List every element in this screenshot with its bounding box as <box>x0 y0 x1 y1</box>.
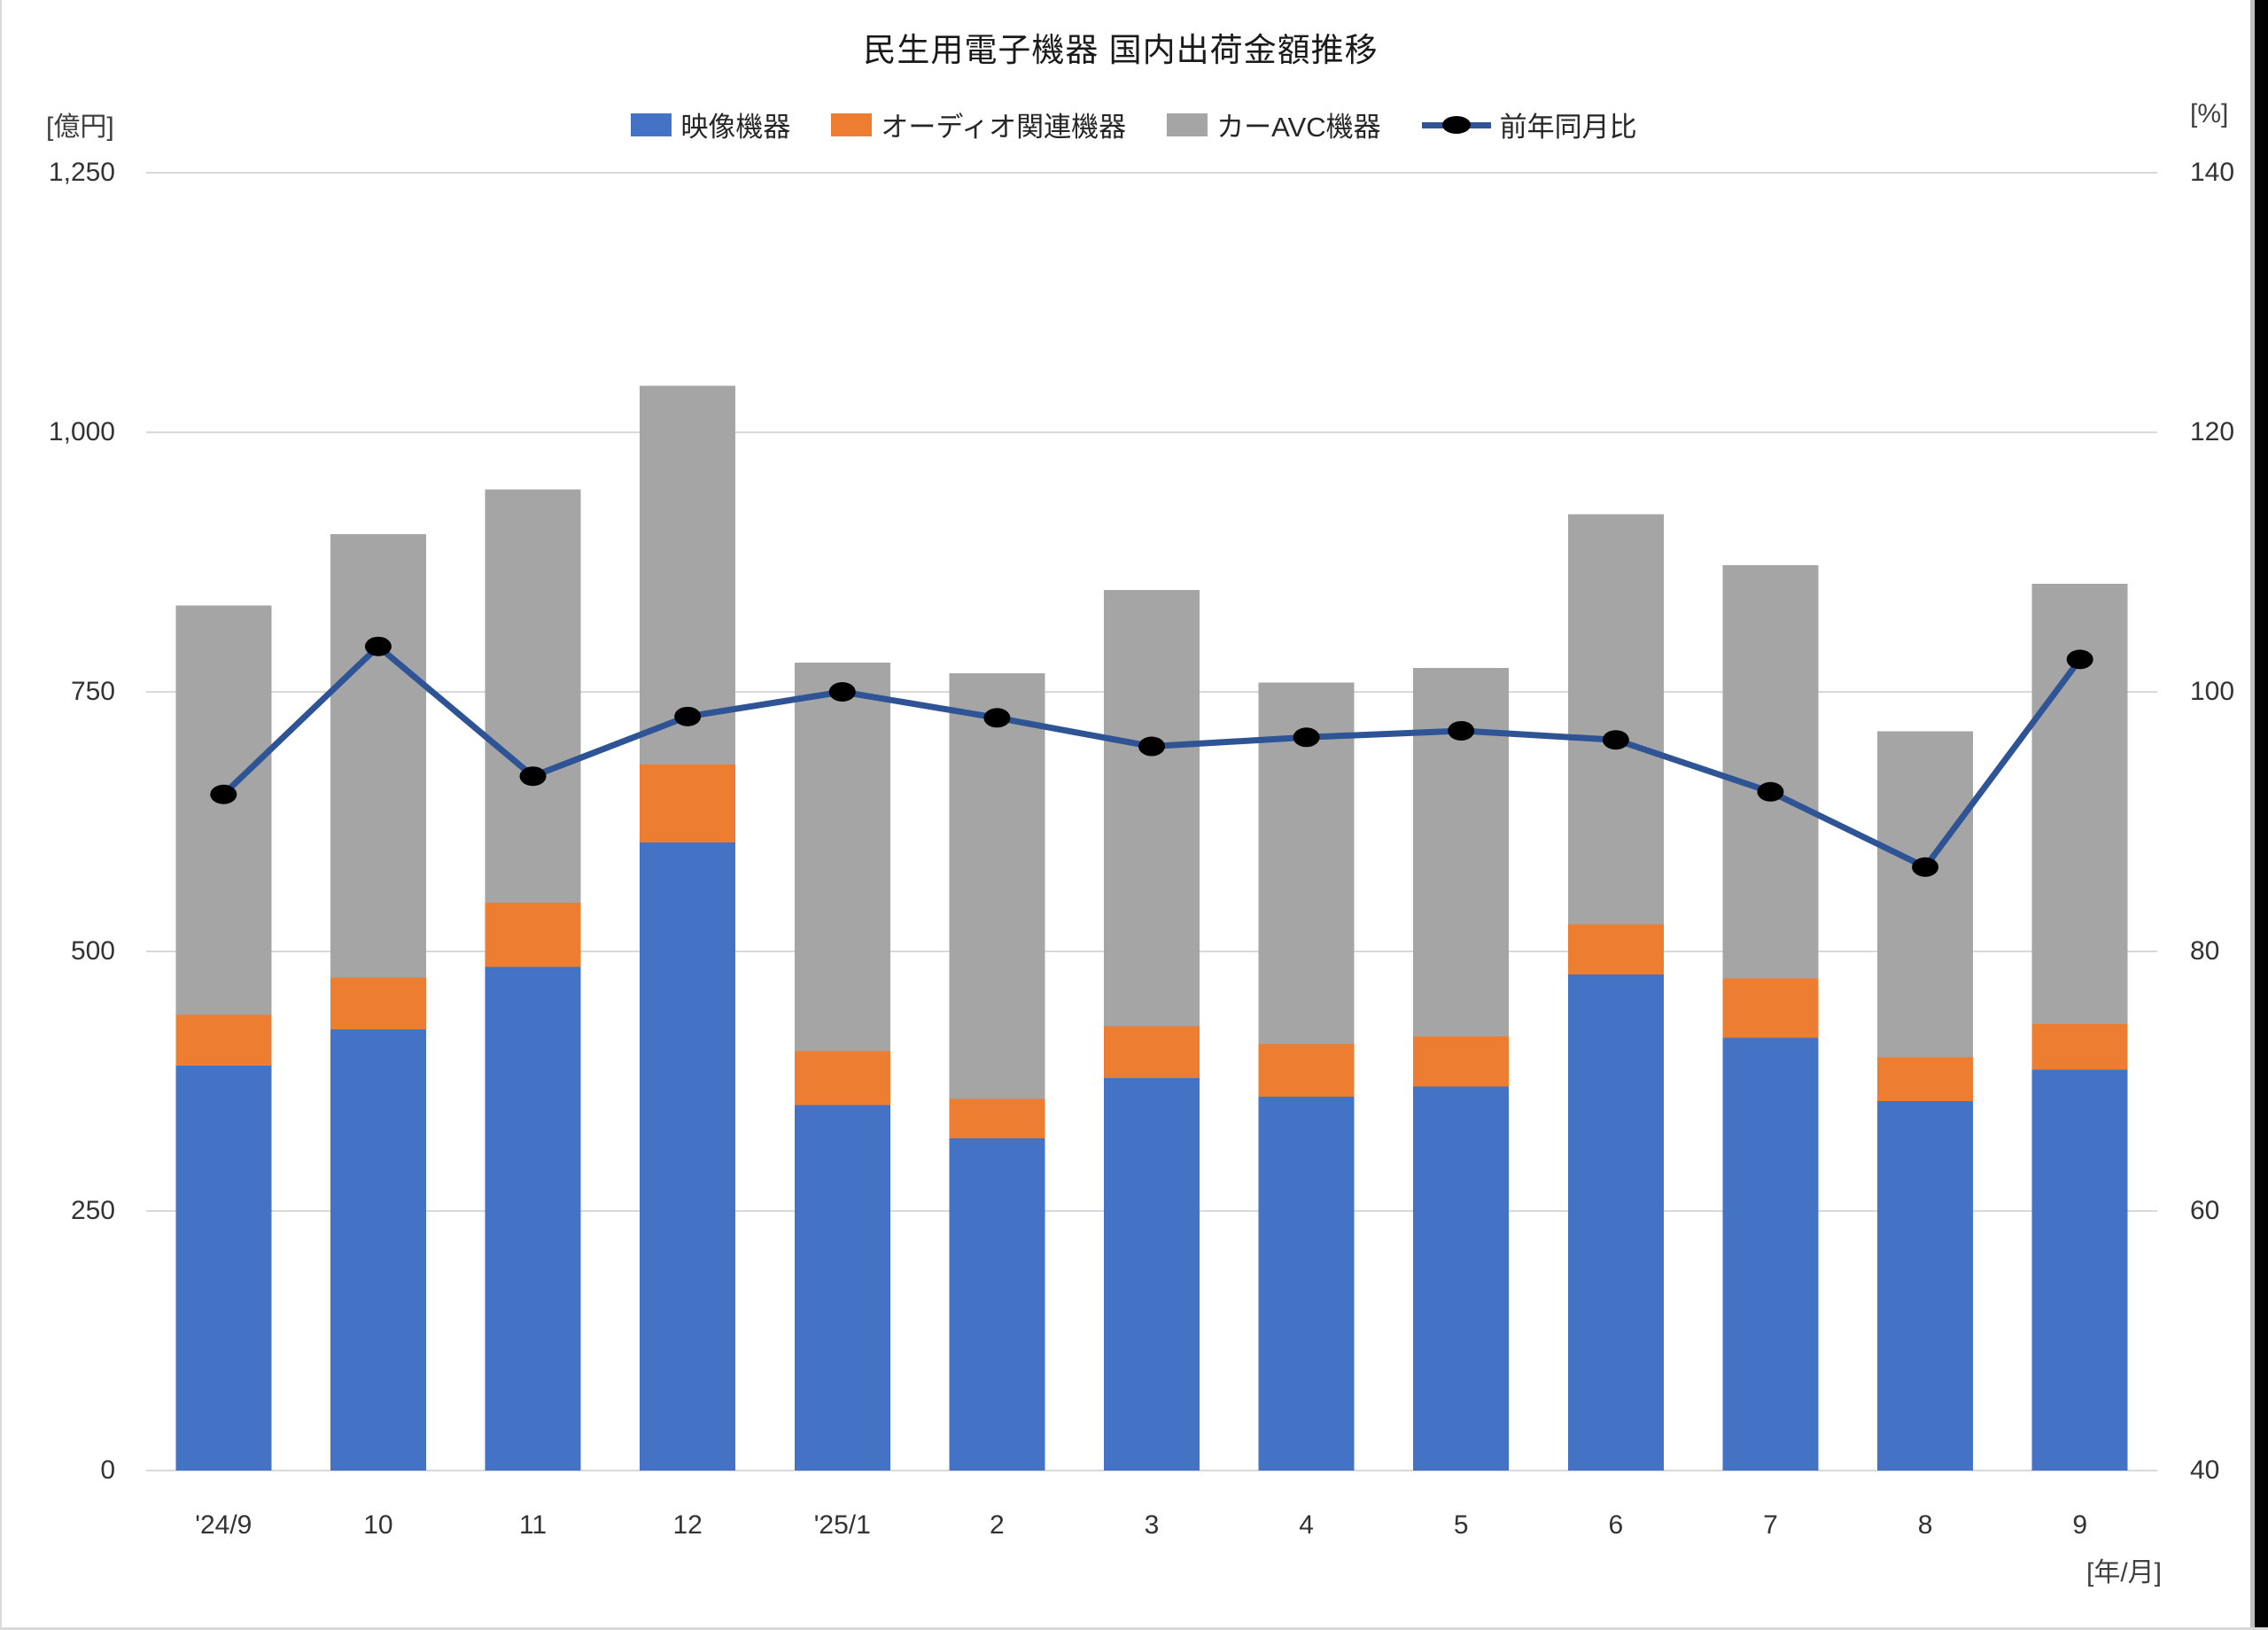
bar-segment-映像機器 <box>1567 974 1664 1471</box>
legend-swatch-icon <box>1167 113 1208 136</box>
legend: 映像機器 オーディオ関連機器 カーAVC機器 前年同月比 <box>0 105 2268 144</box>
line-marker <box>674 706 702 726</box>
line-marker <box>1757 781 1784 802</box>
line-marker <box>519 766 547 787</box>
line-marker <box>210 784 237 804</box>
line-marker <box>1602 730 1629 750</box>
line-marker <box>2066 649 2093 670</box>
bar-segment-カーAVC機器 <box>1722 565 1819 979</box>
bar-segment-オーディオ関連機器 <box>175 1014 272 1066</box>
x-axis-tick: 2 <box>990 1510 1005 1540</box>
x-axis-tick: 5 <box>1453 1510 1469 1540</box>
bar-segment-映像機器 <box>640 842 736 1471</box>
window-right-edge <box>2255 0 2268 1630</box>
x-axis-tick: '24/9 <box>195 1510 252 1540</box>
line-marker <box>828 682 856 702</box>
bar-segment-オーディオ関連機器 <box>1567 924 1664 974</box>
legend-swatch-icon <box>831 113 873 136</box>
bar-segment-オーディオ関連機器 <box>1413 1036 1510 1087</box>
bar-segment-カーAVC機器 <box>1877 731 1974 1058</box>
legend-item-映像機器: 映像機器 <box>631 105 790 144</box>
window-left-edge <box>0 0 2 1630</box>
line-marker <box>1912 857 1939 877</box>
line-marker <box>1293 727 1320 748</box>
right-axis-unit-label: [%] <box>2190 99 2229 128</box>
bar-segment-オーディオ関連機器 <box>794 1051 890 1106</box>
bar-segment-カーAVC機器 <box>175 605 272 1015</box>
legend-label: カーAVC機器 <box>1216 112 1381 143</box>
bar-segment-映像機器 <box>175 1065 272 1471</box>
x-axis-tick: 6 <box>1608 1510 1624 1540</box>
legend-item-カーAVC機器: カーAVC機器 <box>1167 105 1381 144</box>
line-marker <box>1448 720 1475 741</box>
bar-segment-オーディオ関連機器 <box>640 765 736 842</box>
line-marker <box>364 636 392 656</box>
bar-segment-カーAVC機器 <box>949 672 1045 1099</box>
bar-segment-映像機器 <box>1104 1077 1200 1471</box>
bar-segment-カーAVC機器 <box>1104 590 1200 1027</box>
x-axis-tick: 9 <box>2072 1510 2088 1540</box>
x-axis-tick: 10 <box>363 1510 393 1540</box>
y-axis-right-tick: 140 <box>2190 158 2235 187</box>
bar-segment-オーディオ関連機器 <box>330 977 426 1029</box>
line-marker <box>1138 736 1165 757</box>
x-axis-unit-label: [年/月] <box>2085 1558 2162 1587</box>
bar-segment-カーAVC機器 <box>330 533 426 978</box>
y-axis-left-tick: 750 <box>70 677 115 706</box>
x-axis-tick: 7 <box>1763 1510 1778 1540</box>
bar-segment-カーAVC機器 <box>794 663 890 1052</box>
window-edge-shadow <box>2250 0 2255 1630</box>
left-axis-unit-label: [億円] <box>46 113 114 142</box>
y-axis-right-tick: 100 <box>2190 677 2235 706</box>
x-axis-tick: 3 <box>1144 1510 1160 1540</box>
legend-label: 前年同月比 <box>1499 112 1637 143</box>
y-axis-right-tick: 80 <box>2190 936 2220 966</box>
bar-segment-オーディオ関連機器 <box>485 902 581 967</box>
line-marker <box>983 708 1011 728</box>
chart-title: 民生用電子機器 国内出荷金額推移 <box>863 32 1379 68</box>
bar-segment-映像機器 <box>1413 1086 1510 1471</box>
bar-segment-オーディオ関連機器 <box>2031 1024 2128 1070</box>
x-axis-tick: 12 <box>672 1510 703 1540</box>
y-axis-right-tick: 120 <box>2190 417 2235 446</box>
bar-segment-映像機器 <box>1258 1097 1355 1471</box>
x-axis-tick: 11 <box>518 1510 548 1540</box>
y-axis-left-tick: 500 <box>70 936 115 966</box>
bar-segment-オーディオ関連機器 <box>1258 1044 1355 1098</box>
bar-segment-映像機器 <box>2031 1069 2128 1471</box>
bar-segment-映像機器 <box>485 966 581 1471</box>
legend-line-marker-icon <box>1421 113 1491 136</box>
bar-segment-映像機器 <box>949 1137 1045 1471</box>
y-axis-right-tick: 60 <box>2190 1196 2220 1225</box>
y-axis-left-tick: 1,250 <box>48 158 115 187</box>
legend-swatch-icon <box>631 113 672 136</box>
x-axis-tick: 8 <box>1917 1510 1933 1540</box>
bar-segment-オーディオ関連機器 <box>1104 1026 1200 1078</box>
legend-label: 映像機器 <box>680 112 791 143</box>
bar-segment-映像機器 <box>330 1028 426 1471</box>
bar-segment-映像機器 <box>794 1105 890 1471</box>
window-bottom-edge <box>0 1627 2268 1630</box>
bar-segment-カーAVC機器 <box>1567 514 1664 925</box>
legend-item-オーディオ関連機器: オーディオ関連機器 <box>831 105 1126 144</box>
bar-segment-オーディオ関連機器 <box>1722 978 1819 1038</box>
legend-item-前年同月比: 前年同月比 <box>1421 105 1637 144</box>
bar-segment-カーAVC機器 <box>485 489 581 903</box>
x-axis-tick: '25/1 <box>813 1510 871 1540</box>
y-axis-right-tick: 40 <box>2190 1455 2220 1485</box>
bar-segment-カーAVC機器 <box>640 385 736 765</box>
legend-label: オーディオ関連機器 <box>881 112 1127 143</box>
bar-segment-映像機器 <box>1877 1100 1974 1471</box>
bar-segment-オーディオ関連機器 <box>949 1098 1045 1138</box>
x-axis-tick: 4 <box>1299 1510 1314 1540</box>
bar-segment-映像機器 <box>1722 1037 1819 1471</box>
y-axis-left-tick: 0 <box>100 1455 115 1485</box>
bar-segment-オーディオ関連機器 <box>1877 1057 1974 1101</box>
y-axis-left-tick: 1,000 <box>48 417 115 446</box>
y-axis-left-tick: 250 <box>70 1196 115 1225</box>
